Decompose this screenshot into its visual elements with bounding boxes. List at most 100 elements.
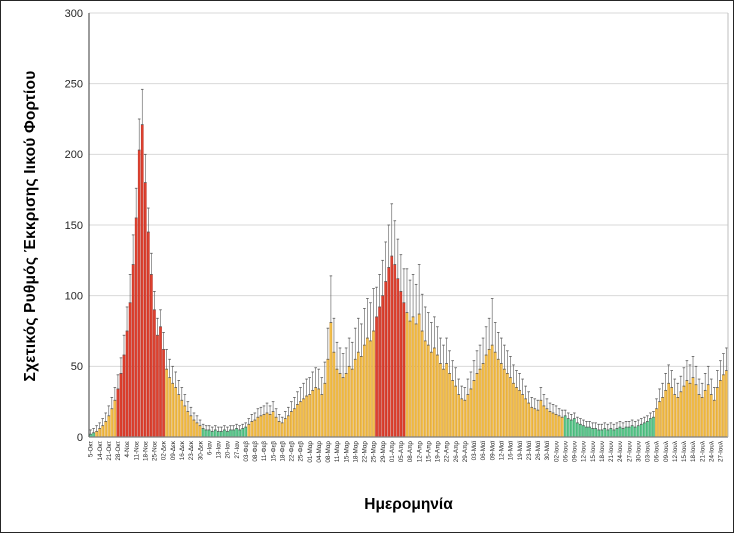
x-tick-label: 18-Μαρ <box>352 441 359 463</box>
x-tick-label: 29-Απρ <box>462 441 469 463</box>
x-tick-label: 09-Ιουν <box>572 441 579 462</box>
bar <box>612 429 616 438</box>
bar <box>457 394 461 438</box>
bar <box>101 425 104 438</box>
y-tick-label: 200 <box>65 149 83 161</box>
x-tick-label: 18-Φεβ <box>279 441 286 462</box>
bar <box>408 320 412 438</box>
bar <box>198 425 202 438</box>
bar <box>503 368 506 438</box>
bar <box>217 431 220 438</box>
bar <box>168 377 171 438</box>
bar <box>569 419 573 438</box>
bar <box>104 421 108 438</box>
bar <box>384 281 387 438</box>
bar <box>566 418 570 438</box>
bar <box>299 401 302 438</box>
bar <box>603 428 607 438</box>
bar <box>472 380 476 438</box>
bar <box>588 426 591 438</box>
bar <box>463 400 467 438</box>
bar <box>335 368 339 438</box>
bar <box>652 416 655 438</box>
bar <box>496 359 500 438</box>
bar <box>329 322 333 438</box>
bar <box>247 424 251 438</box>
bar <box>655 408 658 438</box>
x-tick-label: 26-Μαϊ <box>535 440 542 460</box>
bar <box>360 356 363 438</box>
bar <box>235 428 238 438</box>
bar <box>573 418 576 438</box>
bar <box>92 432 95 438</box>
bar <box>500 363 503 438</box>
bar <box>706 384 710 438</box>
x-tick-label: 24-Ιουλ <box>708 440 715 462</box>
bar <box>137 149 141 438</box>
bar <box>560 416 564 438</box>
bar <box>506 373 509 438</box>
x-tick-label: 06-Ιουλ <box>654 440 661 462</box>
bar <box>533 408 537 438</box>
x-tick-label: 03-Μαϊ <box>471 440 478 460</box>
x-tick-label: 06-Ιουν <box>562 441 569 462</box>
x-tick-label: 01-Απρ <box>389 441 396 463</box>
x-tick-label: 12-Ιουν <box>581 441 588 462</box>
bar <box>150 274 153 438</box>
bar <box>691 377 695 438</box>
bar <box>636 425 640 438</box>
bar <box>226 431 229 438</box>
x-tick-label: 27-Ιουν <box>626 441 633 462</box>
bar <box>423 340 427 438</box>
bar <box>694 384 698 438</box>
bar <box>676 397 680 438</box>
bar <box>171 383 174 438</box>
x-tick-label: 03-Ιουλ <box>645 440 652 462</box>
bar <box>174 387 178 438</box>
bar <box>119 373 123 438</box>
bar <box>585 426 588 438</box>
bar <box>390 255 394 438</box>
bar <box>703 390 707 438</box>
x-tick-label: 20-Ιαν <box>225 441 232 459</box>
bar <box>256 416 260 438</box>
x-tick-label: 30-Δεκ <box>197 440 204 460</box>
bar <box>277 421 281 438</box>
x-tick-label: 01-Μαρ <box>307 441 314 463</box>
bar <box>509 377 512 438</box>
y-tick-label: 150 <box>65 220 83 232</box>
bar <box>633 426 637 438</box>
x-tick-label: 16-Δεκ <box>179 440 186 460</box>
bar <box>287 415 290 438</box>
bar <box>411 316 415 438</box>
bar <box>98 428 101 438</box>
bar <box>639 424 643 438</box>
x-tick-label: 12-Απρ <box>416 441 423 463</box>
bar <box>180 400 184 438</box>
x-tick-label: 30-Ιουν <box>635 441 642 462</box>
bar <box>268 414 272 438</box>
bar <box>207 429 211 438</box>
bar <box>274 416 278 438</box>
bar <box>320 394 324 438</box>
x-tick-label: 02-Δεκ <box>161 440 168 460</box>
y-axis-title: Σχετικός Ρυθμός Έκκρισης Ιικού Φορτίου <box>22 70 39 382</box>
x-tick-label: 11-Νοε <box>133 441 140 461</box>
bar <box>649 418 652 438</box>
bar <box>393 264 397 438</box>
bar <box>484 354 488 438</box>
bar <box>347 366 351 438</box>
x-tick-label: 14-Οκτ <box>97 440 104 460</box>
bar <box>280 422 284 438</box>
bar <box>308 394 311 438</box>
bar <box>402 302 406 438</box>
bar <box>156 335 159 438</box>
bar <box>241 428 244 438</box>
bar <box>204 429 208 438</box>
x-tick-label: 15-Μαρ <box>343 441 350 463</box>
bar <box>293 408 296 438</box>
x-axis-title: Ημερομηνία <box>364 496 453 513</box>
y-tick-label: 100 <box>65 290 83 302</box>
